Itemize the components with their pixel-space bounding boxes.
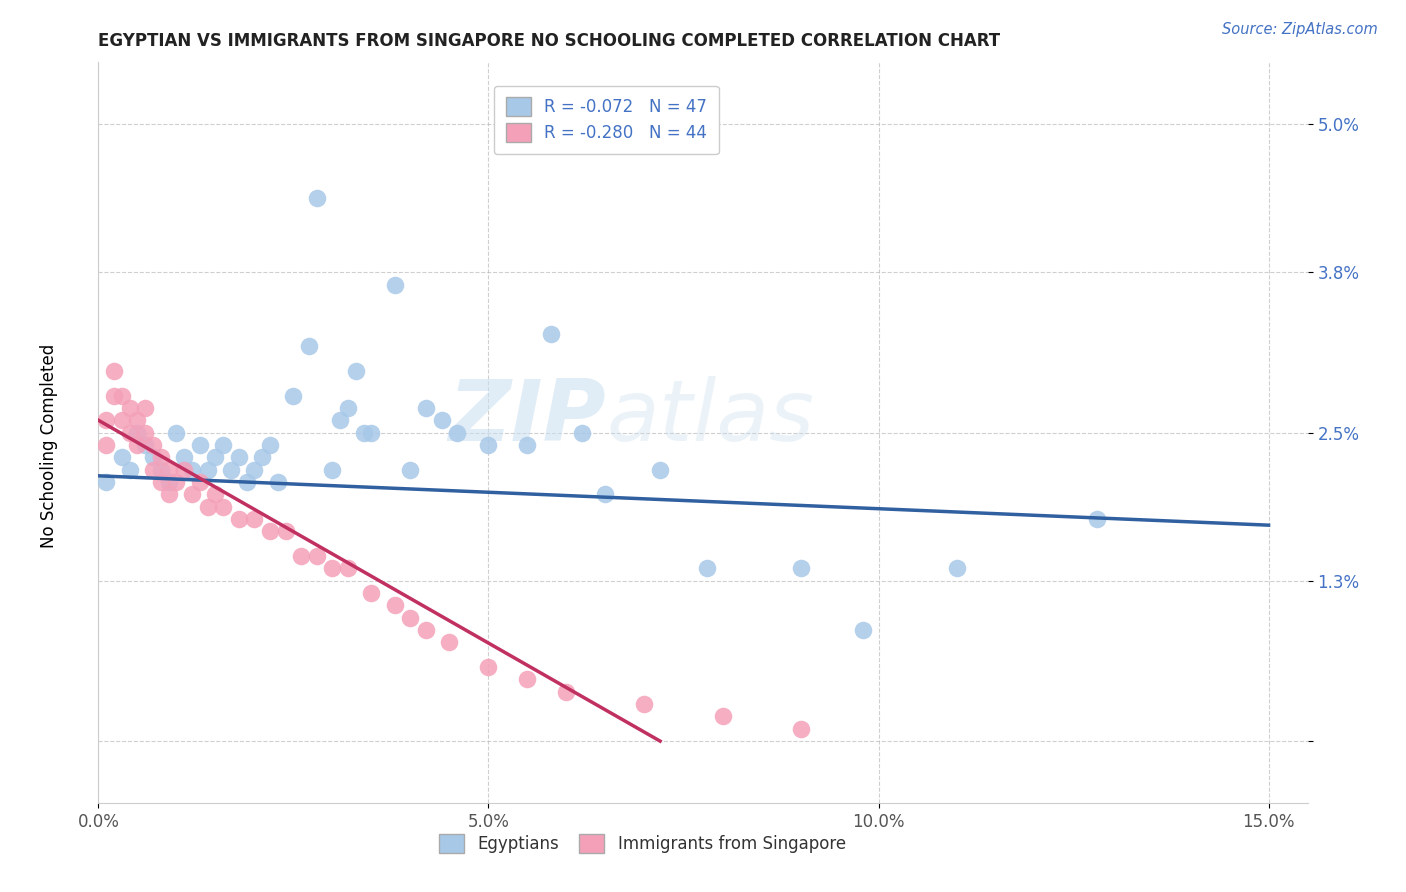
Text: No Schooling Completed: No Schooling Completed xyxy=(41,344,58,548)
Point xyxy=(127,425,149,440)
Point xyxy=(945,561,967,575)
Point xyxy=(118,425,141,440)
Point xyxy=(399,610,422,624)
Point xyxy=(127,438,149,452)
Point xyxy=(111,450,134,465)
Legend: Egyptians, Immigrants from Singapore: Egyptians, Immigrants from Singapore xyxy=(430,825,855,861)
Point xyxy=(595,487,617,501)
Point xyxy=(1085,512,1108,526)
Point xyxy=(399,462,422,476)
Point xyxy=(118,462,141,476)
Point xyxy=(127,413,149,427)
Point xyxy=(165,425,187,440)
Point xyxy=(243,512,266,526)
Point xyxy=(157,475,180,489)
Point xyxy=(111,413,134,427)
Point xyxy=(134,438,156,452)
Point xyxy=(415,401,437,415)
Point xyxy=(181,462,204,476)
Point xyxy=(165,475,187,489)
Point xyxy=(259,438,281,452)
Point xyxy=(96,475,118,489)
Point xyxy=(516,438,538,452)
Point xyxy=(298,339,321,353)
Point xyxy=(134,401,156,415)
Point xyxy=(696,561,718,575)
Point xyxy=(197,500,219,514)
Point xyxy=(789,722,811,736)
Point xyxy=(353,425,375,440)
Point xyxy=(118,401,141,415)
Point xyxy=(204,450,226,465)
Text: atlas: atlas xyxy=(606,376,814,459)
Point xyxy=(305,549,328,563)
Text: EGYPTIAN VS IMMIGRANTS FROM SINGAPORE NO SCHOOLING COMPLETED CORRELATION CHART: EGYPTIAN VS IMMIGRANTS FROM SINGAPORE NO… xyxy=(98,32,1001,50)
Point xyxy=(321,462,343,476)
Point xyxy=(149,462,172,476)
Point xyxy=(337,401,360,415)
Point xyxy=(259,524,281,539)
Point xyxy=(149,450,172,465)
Point xyxy=(252,450,274,465)
Point xyxy=(477,660,499,674)
Point xyxy=(181,487,204,501)
Point xyxy=(555,685,578,699)
Point xyxy=(157,462,180,476)
Point xyxy=(235,475,257,489)
Point xyxy=(344,364,367,378)
Point xyxy=(243,462,266,476)
Point xyxy=(142,462,165,476)
Point xyxy=(173,462,195,476)
Text: Source: ZipAtlas.com: Source: ZipAtlas.com xyxy=(1222,22,1378,37)
Point xyxy=(111,388,134,402)
Text: ZIP: ZIP xyxy=(449,376,606,459)
Point xyxy=(360,425,382,440)
Point xyxy=(516,673,538,687)
Point xyxy=(142,438,165,452)
Point xyxy=(188,475,211,489)
Point xyxy=(384,277,406,292)
Point xyxy=(188,438,211,452)
Point xyxy=(852,623,875,637)
Point xyxy=(157,487,180,501)
Point xyxy=(228,512,250,526)
Point xyxy=(305,191,328,205)
Point xyxy=(648,462,671,476)
Point xyxy=(439,635,461,649)
Point xyxy=(446,425,468,440)
Point xyxy=(283,388,305,402)
Point xyxy=(571,425,593,440)
Point xyxy=(96,438,118,452)
Point xyxy=(290,549,312,563)
Point xyxy=(212,500,235,514)
Point xyxy=(142,450,165,465)
Point xyxy=(384,599,406,613)
Point xyxy=(96,413,118,427)
Point xyxy=(477,438,499,452)
Point xyxy=(204,487,226,501)
Point xyxy=(711,709,734,723)
Point xyxy=(540,326,562,341)
Point xyxy=(197,462,219,476)
Point xyxy=(415,623,437,637)
Point xyxy=(173,450,195,465)
Point xyxy=(633,697,655,711)
Point xyxy=(228,450,250,465)
Point xyxy=(789,561,811,575)
Point xyxy=(103,364,125,378)
Point xyxy=(212,438,235,452)
Point xyxy=(274,524,297,539)
Point xyxy=(337,561,360,575)
Point xyxy=(219,462,242,476)
Point xyxy=(360,586,382,600)
Point xyxy=(149,475,172,489)
Point xyxy=(321,561,343,575)
Point xyxy=(134,425,156,440)
Point xyxy=(329,413,352,427)
Point xyxy=(103,388,125,402)
Point xyxy=(430,413,453,427)
Point xyxy=(267,475,290,489)
